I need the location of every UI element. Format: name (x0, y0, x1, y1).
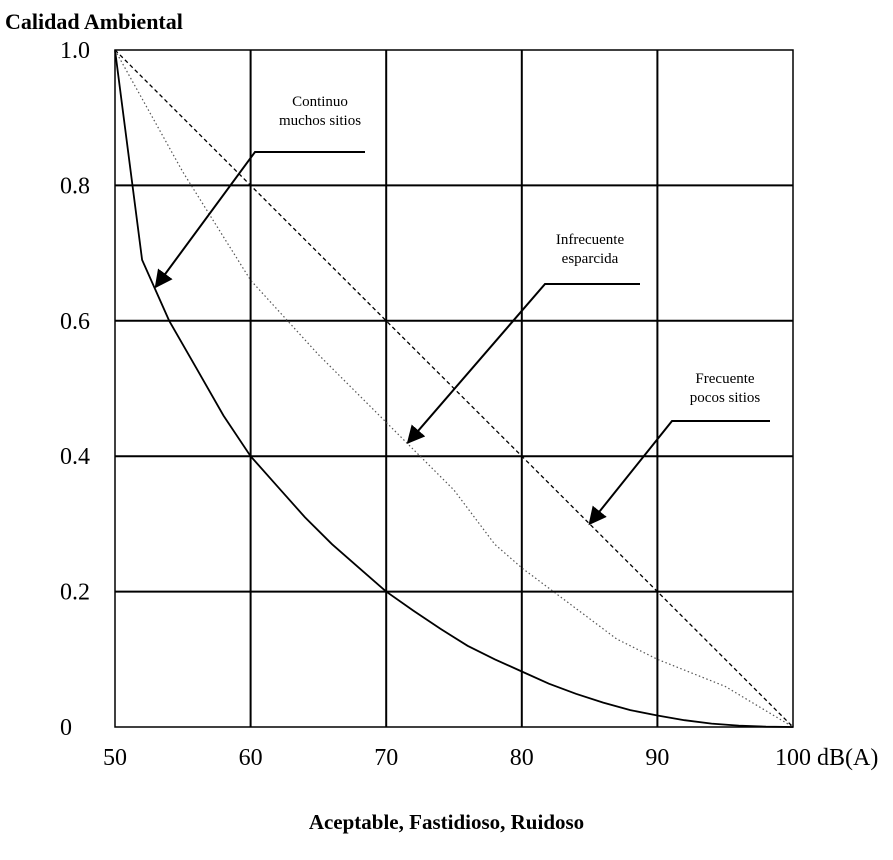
y-axis-title: Calidad Ambiental (5, 9, 183, 34)
annotation-label: Frecuente (695, 371, 754, 387)
y-tick-label: 1.0 (60, 38, 90, 64)
annotation-arrow (406, 283, 640, 445)
x-tick-label: 90 (645, 745, 669, 771)
x-tick-label: 80 (510, 745, 534, 771)
x-tick-label: 70 (374, 745, 398, 771)
y-tick-label: 0.8 (60, 173, 90, 199)
annotation-label: muchos sitios (279, 113, 361, 129)
y-tick-label: 0.2 (60, 580, 90, 606)
x-tick-label: 60 (239, 745, 263, 771)
x-tick-label: 100 dB(A) (775, 745, 878, 771)
annotation-label: pocos sitios (690, 390, 761, 406)
y-tick-label: 0 (60, 715, 72, 741)
annotations: Continuo muchos sitios Infrecuente esparcid… (154, 94, 770, 526)
annotation-label: esparcida (562, 251, 619, 267)
x-axis-title: Aceptable, Fastidioso, Ruidoso (308, 810, 585, 834)
y-tick-label: 0.4 (60, 444, 90, 470)
annotation-label: Continuo (292, 94, 348, 110)
plot-frame (114, 49, 794, 728)
annotation-arrow (154, 151, 365, 289)
y-tick-label: 0.6 (60, 309, 90, 335)
grid (114, 49, 794, 728)
series-line-solid (114, 49, 794, 728)
annotation-label: Infrecuente (556, 232, 625, 248)
annotation-arrow (588, 420, 770, 526)
x-tick-label: 50 (103, 745, 127, 771)
axis-ticks: 50 60 70 80 90 100 dB(A) 0 0.2 0.4 0.6 0.8 1.0 (60, 38, 878, 771)
noise-quality-chart: 50 60 70 80 90 100 dB(A) 0 0.2 0.4 0.6 0.8 1.0 Cont… (60, 38, 878, 771)
